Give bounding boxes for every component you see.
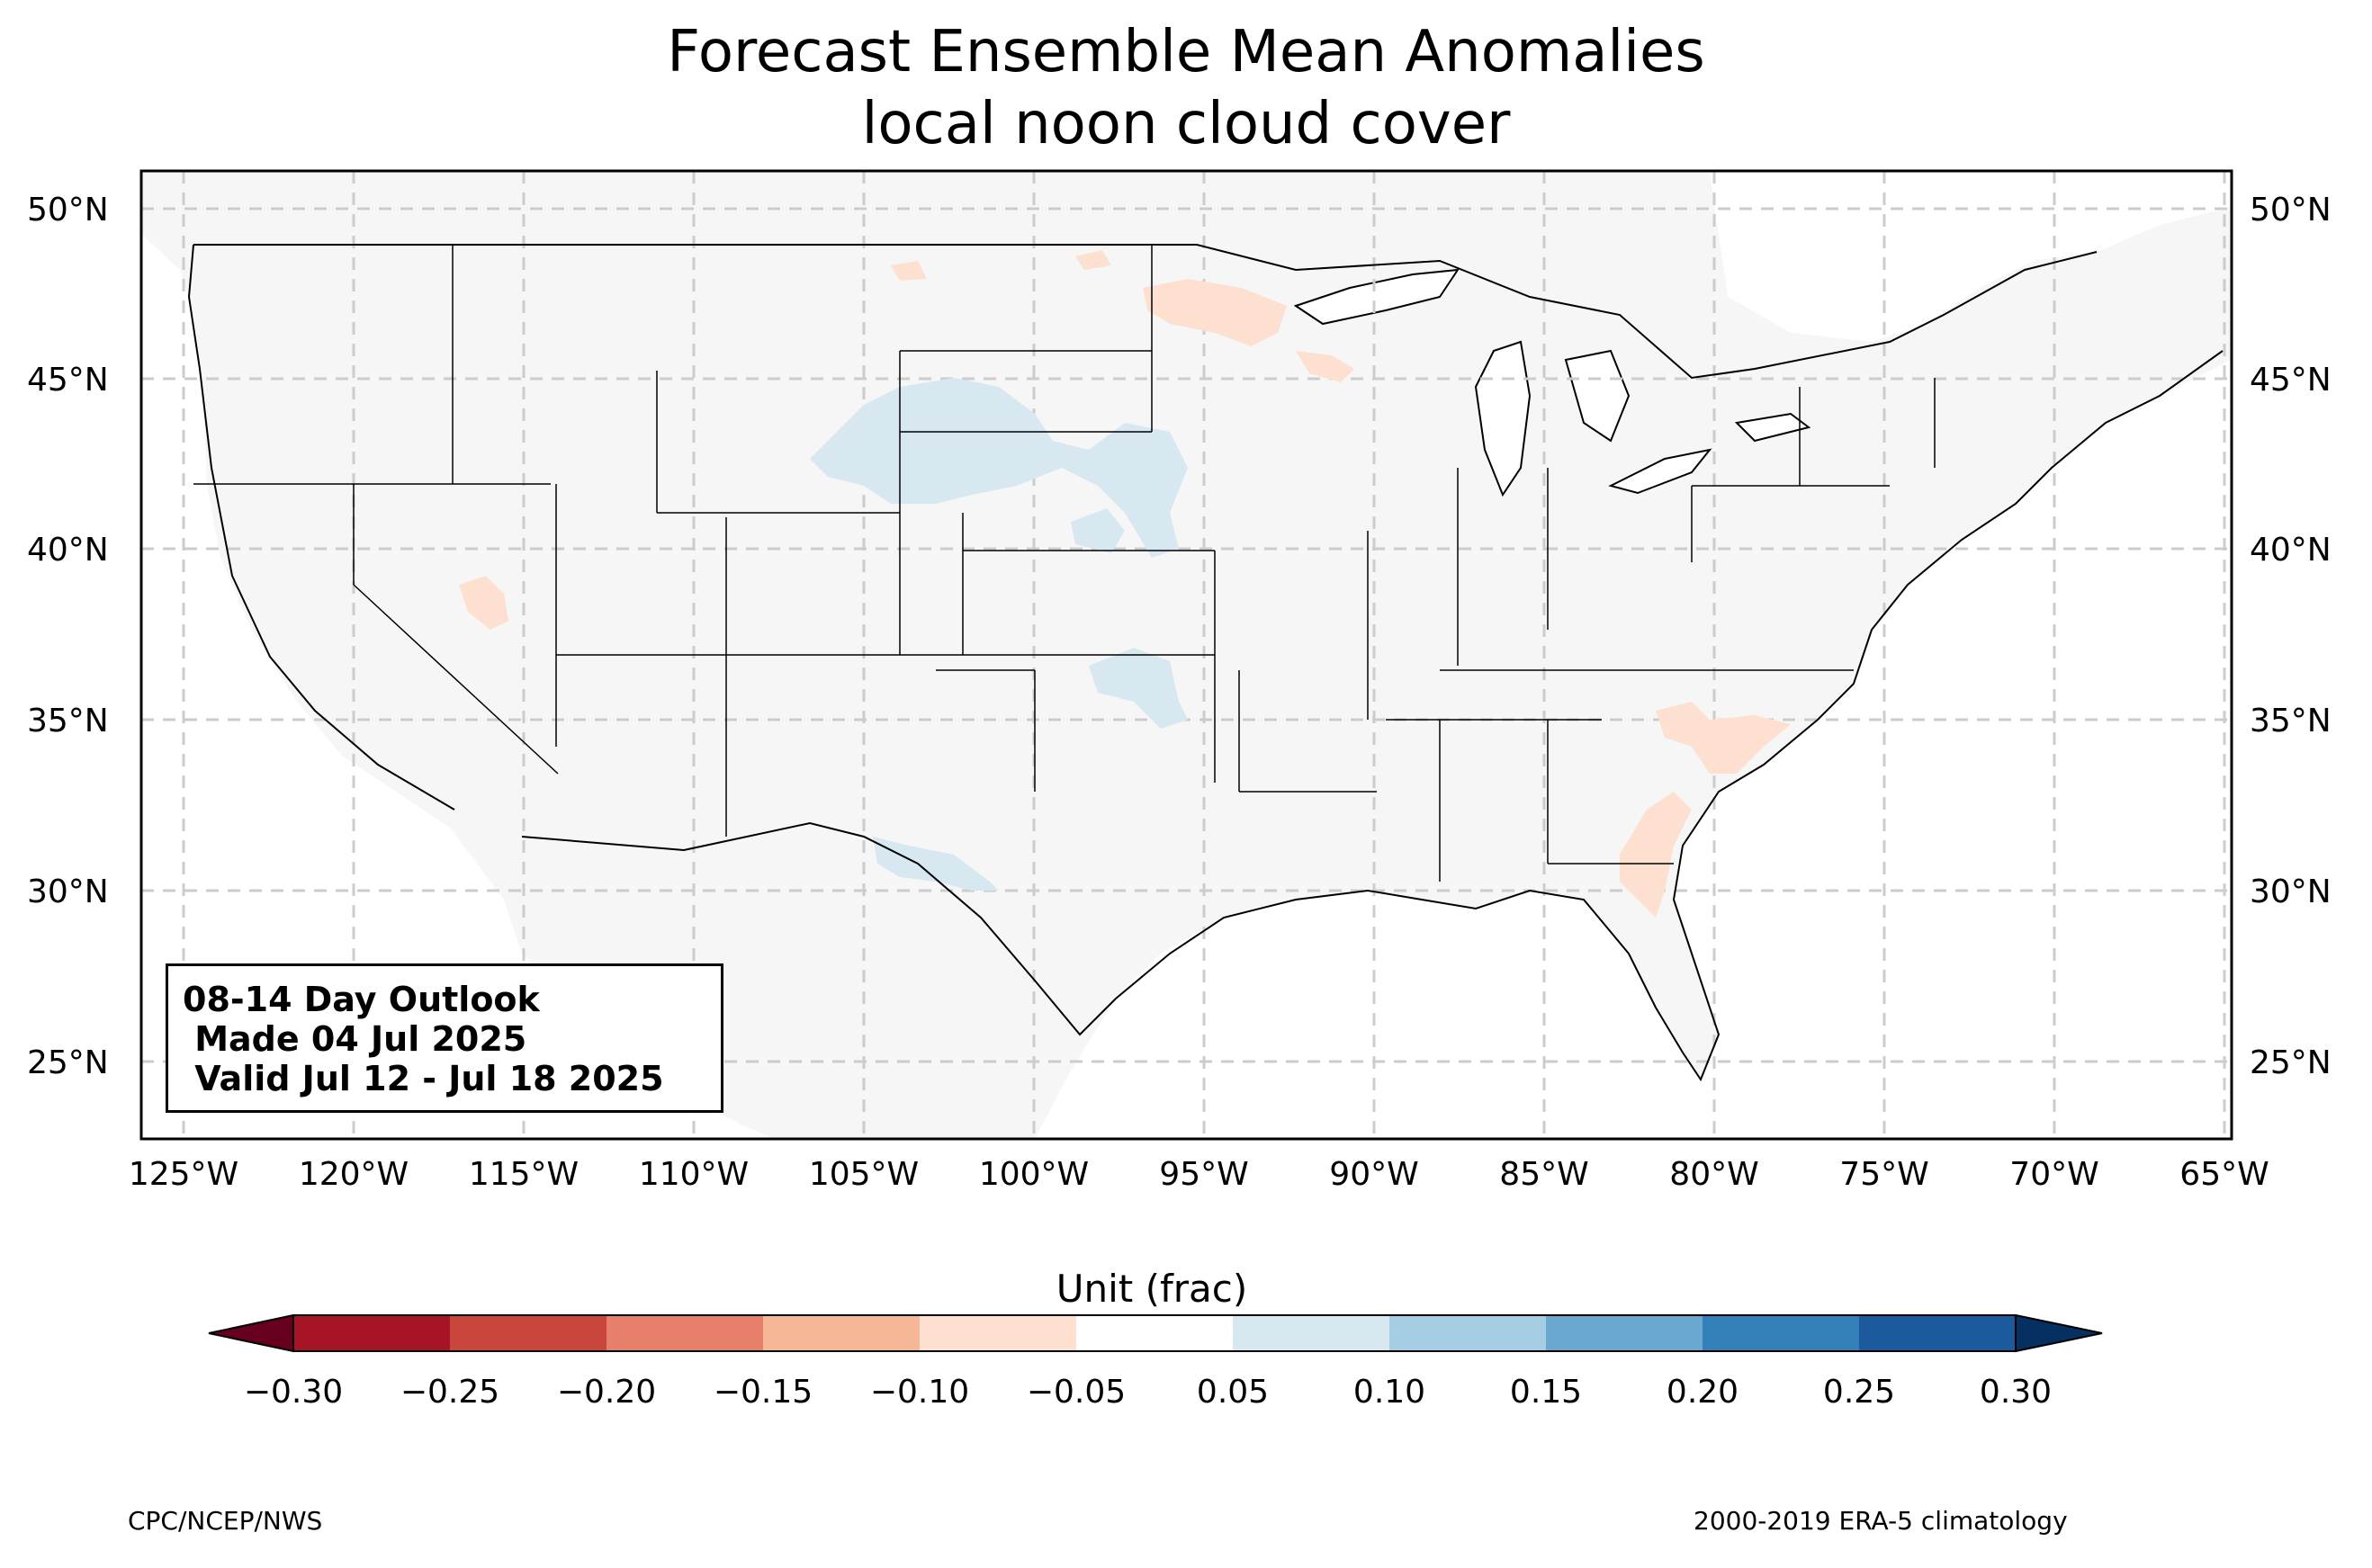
anomaly-region-south-texas [873,837,999,891]
anomaly-region-carolinas [1656,702,1791,774]
lon-label-105w: 105°W [808,1156,920,1193]
lon-label-80w: 80°W [1669,1156,1759,1193]
chart-title: Forecast Ensemble Mean Anomalies [667,19,1705,85]
lat-label-right-45: 45°N [2250,362,2332,399]
colorbar-segment [1703,1315,1859,1351]
chart-subtitle: local noon cloud cover [861,91,1511,157]
colorbar-frame [292,1314,2017,1352]
climatology-note: 2000-2019 ERA-5 climatology [1694,1506,2068,1536]
lon-label-110w: 110°W [638,1156,750,1193]
lon-label-65w: 65°W [2179,1156,2269,1193]
lat-label-left-40: 40°N [27,532,109,569]
lat-label-right-30: 30°N [2250,874,2332,910]
lat-label-left-50: 50°N [27,192,109,228]
lat-label-left-45: 45°N [27,362,109,399]
positive-anomaly-areas [810,378,1188,891]
lake-superior [1293,268,1460,326]
lat-label-left-30: 30°N [27,874,109,910]
source-credit: CPC/NCEP/NWS [128,1506,323,1536]
colorbar-tick-label: 0.05 [1196,1374,1270,1411]
colorbar-segment [1233,1315,1389,1351]
lon-label-70w: 70°W [2009,1156,2099,1193]
colorbar-tick-label: 0.30 [1979,1374,2053,1411]
colorbar-tick-label: −0.30 [243,1374,344,1411]
colorbar-segment [920,1315,1076,1351]
lon-label-125w: 125°W [128,1156,239,1193]
anomaly-region-oklahoma [1089,648,1188,729]
colorbar-tick-label: −0.10 [869,1374,970,1411]
lon-label-85w: 85°W [1499,1156,1589,1193]
colorbar-tick-label: −0.25 [400,1374,500,1411]
outlook-period: 08-14 Day Outlook [183,980,540,1019]
lake-huron [1564,349,1631,443]
lon-label-120w: 120°W [298,1156,409,1193]
colorbar [208,1313,2103,1353]
anomaly-region-northern-plains [810,378,1188,558]
colorbar-segment [1076,1315,1233,1351]
lon-label-95w: 95°W [1159,1156,1249,1193]
anomaly-region-nebraska [1071,508,1125,553]
lat-label-right-50: 50°N [2250,192,2332,228]
colorbar-extend-max [2015,1313,2103,1353]
colorbar-tick-label: 0.25 [1822,1374,1896,1411]
colorbar-segment [763,1315,920,1351]
colorbar-segment [450,1315,606,1351]
colorbar-segment [1546,1315,1703,1351]
lat-label-right-35: 35°N [2250,703,2332,739]
state-borders [193,245,1936,882]
colorbar-tick-label: 0.15 [1509,1374,1583,1411]
outlook-valid-range: Valid Jul 12 - Jul 18 2025 [183,1059,664,1098]
lon-label-115w: 115°W [468,1156,580,1193]
negative-anomaly-areas [459,250,1791,918]
lat-label-left-25: 25°N [27,1044,109,1081]
colorbar-tick-label: −0.15 [713,1374,813,1411]
colorbar-tick-label: 0.20 [1666,1374,1739,1411]
lat-label-left-35: 35°N [27,703,109,739]
anomaly-region-north-dakota [1075,250,1111,270]
map-frame [139,169,2233,1141]
colorbar-segment [1389,1315,1546,1351]
colorbar-extend-min [208,1313,294,1353]
lake-erie [1608,448,1712,495]
anomaly-region-nevada [459,576,508,630]
lon-label-75w: 75°W [1839,1156,1929,1193]
colorbar-tick-label: 0.10 [1352,1374,1426,1411]
lon-label-90w: 90°W [1329,1156,1419,1193]
lake-ontario [1734,412,1811,443]
lat-label-right-40: 40°N [2250,532,2332,569]
colorbar-title: Unit (frac) [1056,1267,1248,1311]
national-borders [187,244,2224,1082]
lon-label-100w: 100°W [978,1156,1090,1193]
anomaly-region-wisconsin [1296,351,1354,382]
colorbar-tick-label: −0.20 [556,1374,657,1411]
hudson-bay-region [1710,171,2232,342]
outlook-made-date: Made 04 Jul 2025 [183,1019,527,1059]
anomaly-region-montana [891,261,927,281]
map-panel [139,169,2233,1141]
colorbar-segment [606,1315,763,1351]
pacific-ocean [141,234,774,1139]
anomaly-region-georgia-florida [1620,792,1692,918]
colorbar-segment [1859,1315,2016,1351]
colorbar-tick-label: −0.05 [1026,1374,1127,1411]
colorbar-segment [293,1315,450,1351]
outlook-info-box: 08-14 Day Outlook Made 04 Jul 2025 Valid… [166,963,723,1113]
anomaly-region-minnesota [1143,279,1287,346]
atlantic-gulf-ocean [1035,360,2232,1139]
lat-label-right-25: 25°N [2250,1044,2332,1081]
